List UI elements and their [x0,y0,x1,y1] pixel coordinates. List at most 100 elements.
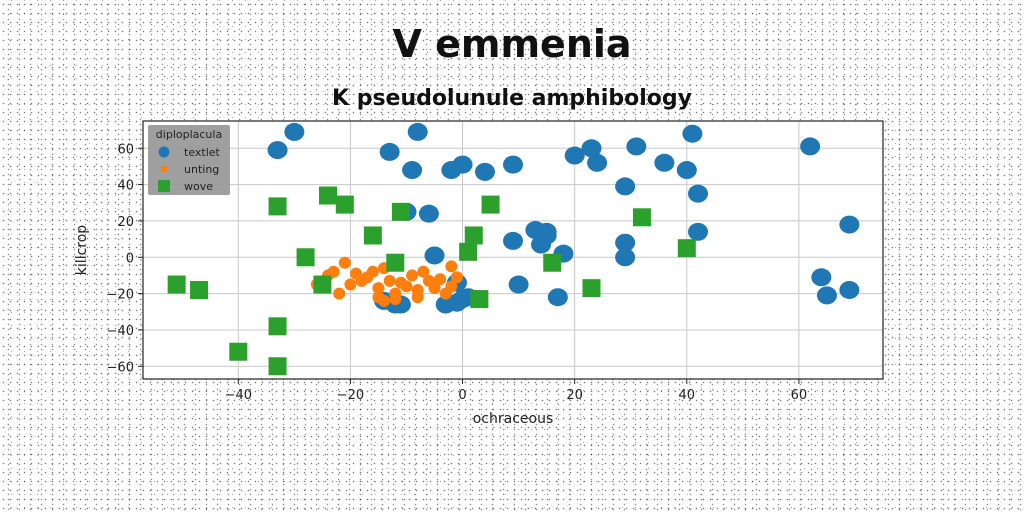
x-tick-label: 0 [458,388,466,403]
data-point [434,273,447,286]
data-point [503,155,523,174]
data-point [615,233,636,252]
data-point [800,137,821,156]
data-point [582,279,601,298]
data-point [319,186,337,205]
y-tick-label: −40 [107,324,134,339]
legend-label: wove [184,180,213,193]
legend-title: diploplacula [156,128,222,141]
data-point [677,239,696,258]
data-point [676,161,697,180]
data-point [167,275,186,294]
data-point [229,342,248,361]
data-point [378,294,391,307]
data-point [452,155,473,174]
data-point [450,271,463,284]
data-point [688,184,708,203]
data-point [547,288,568,307]
x-tick-label: 40 [679,388,696,403]
data-point [379,142,400,161]
y-tick-label: −20 [107,288,134,303]
data-point [816,286,837,305]
data-point [481,195,500,214]
legend-marker [160,165,168,173]
data-points [167,122,860,376]
chart-title: V emmenia [392,22,632,66]
data-point [284,122,305,141]
data-point [581,139,602,158]
data-point [615,248,636,267]
data-point [313,275,332,294]
chart-subtitle: K pseudolunule amphibology [332,86,692,111]
data-point [564,146,585,165]
data-point [338,256,351,269]
data-point [383,274,396,287]
legend-marker [158,146,170,158]
data-point [428,282,441,295]
data-point [688,222,708,241]
x-tick-label: −40 [225,388,252,403]
data-point [267,141,288,160]
data-point [615,177,636,196]
x-tick-label: −20 [337,388,364,403]
legend-item-unting: unting [160,163,219,176]
data-point [366,265,379,278]
data-point [445,260,458,273]
data-point [839,280,860,299]
data-point [406,269,419,282]
data-point [503,231,523,250]
data-point [536,222,557,241]
data-point [402,161,423,180]
y-tick-label: 0 [126,251,134,266]
data-point [400,280,413,293]
y-tick-label: 40 [117,179,134,194]
data-point [459,242,478,261]
data-point [474,162,495,181]
legend-marker [158,180,170,192]
data-point [389,293,402,306]
data-point [411,291,424,304]
data-point [335,195,354,214]
data-point [464,226,483,245]
axis-ticks: −40 −20 0 20 40 60 −60 −40 −20 0 20 40 60 [107,142,808,403]
data-point [333,287,346,300]
data-point [424,246,445,265]
data-point [363,226,382,245]
legend-label: unting [184,163,219,176]
data-point [654,153,675,172]
legend-item-textlet: textlet [158,146,221,159]
data-point [407,122,428,141]
legend-box [148,125,230,195]
y-tick-label: 20 [117,215,134,230]
legend-item-wove: wove [158,180,213,193]
data-point [372,282,385,295]
series-wove [167,186,696,376]
data-point [190,280,209,299]
data-point [811,268,832,287]
data-point [344,278,357,291]
data-point [839,215,860,234]
data-point [682,124,703,143]
data-point [587,153,608,172]
x-tick-label: 20 [566,388,583,403]
legend-label: textlet [184,146,221,159]
plot-frame [142,120,884,380]
y-tick-label: 60 [117,142,134,157]
data-point [470,290,489,309]
data-point [626,137,647,156]
data-point [268,357,287,376]
data-point [268,317,287,336]
data-point [386,253,405,272]
data-point [418,204,439,223]
data-point [268,197,287,216]
y-axis-label: killcrop [74,225,90,275]
data-point [632,208,651,227]
data-point [508,275,529,294]
data-point [417,265,430,278]
x-axis-label: ochraceous [473,411,554,427]
data-point [543,253,562,272]
data-point [296,248,315,267]
data-point [445,280,458,293]
series-textlet [267,122,860,314]
